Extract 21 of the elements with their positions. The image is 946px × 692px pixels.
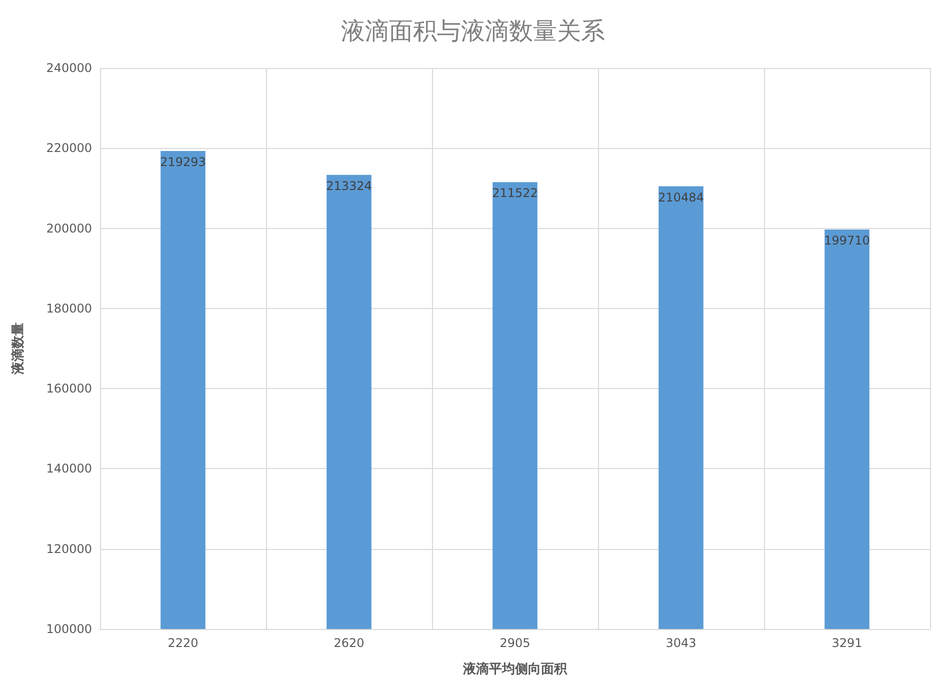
x-axis-title: 液滴平均侧向面积: [462, 661, 568, 677]
x-tick-label: 2905: [500, 636, 530, 650]
y-tick-label: 120000: [46, 542, 92, 556]
y-tick-label: 240000: [46, 61, 92, 75]
chart-title: 液滴面积与液滴数量关系: [341, 17, 605, 45]
y-tick-label: 100000: [46, 622, 92, 636]
y-axis-title: 液滴数量: [10, 322, 26, 376]
data-label: 219293: [160, 154, 206, 169]
y-tick-label: 140000: [46, 462, 92, 476]
x-tick-label: 2620: [334, 636, 364, 650]
y-tick-label: 200000: [46, 221, 92, 236]
data-label: 199710: [824, 233, 870, 248]
x-tick-label: 2220: [168, 636, 198, 650]
x-tick-label: 3291: [832, 636, 862, 650]
y-tick-label: 160000: [46, 382, 92, 396]
x-tick-label: 3043: [666, 636, 696, 650]
data-label: 211522: [492, 186, 538, 200]
y-tick-label: 220000: [46, 141, 92, 156]
data-label: 210484: [658, 190, 704, 204]
data-label: 213324: [326, 178, 372, 193]
y-tick-label: 180000: [46, 301, 92, 316]
